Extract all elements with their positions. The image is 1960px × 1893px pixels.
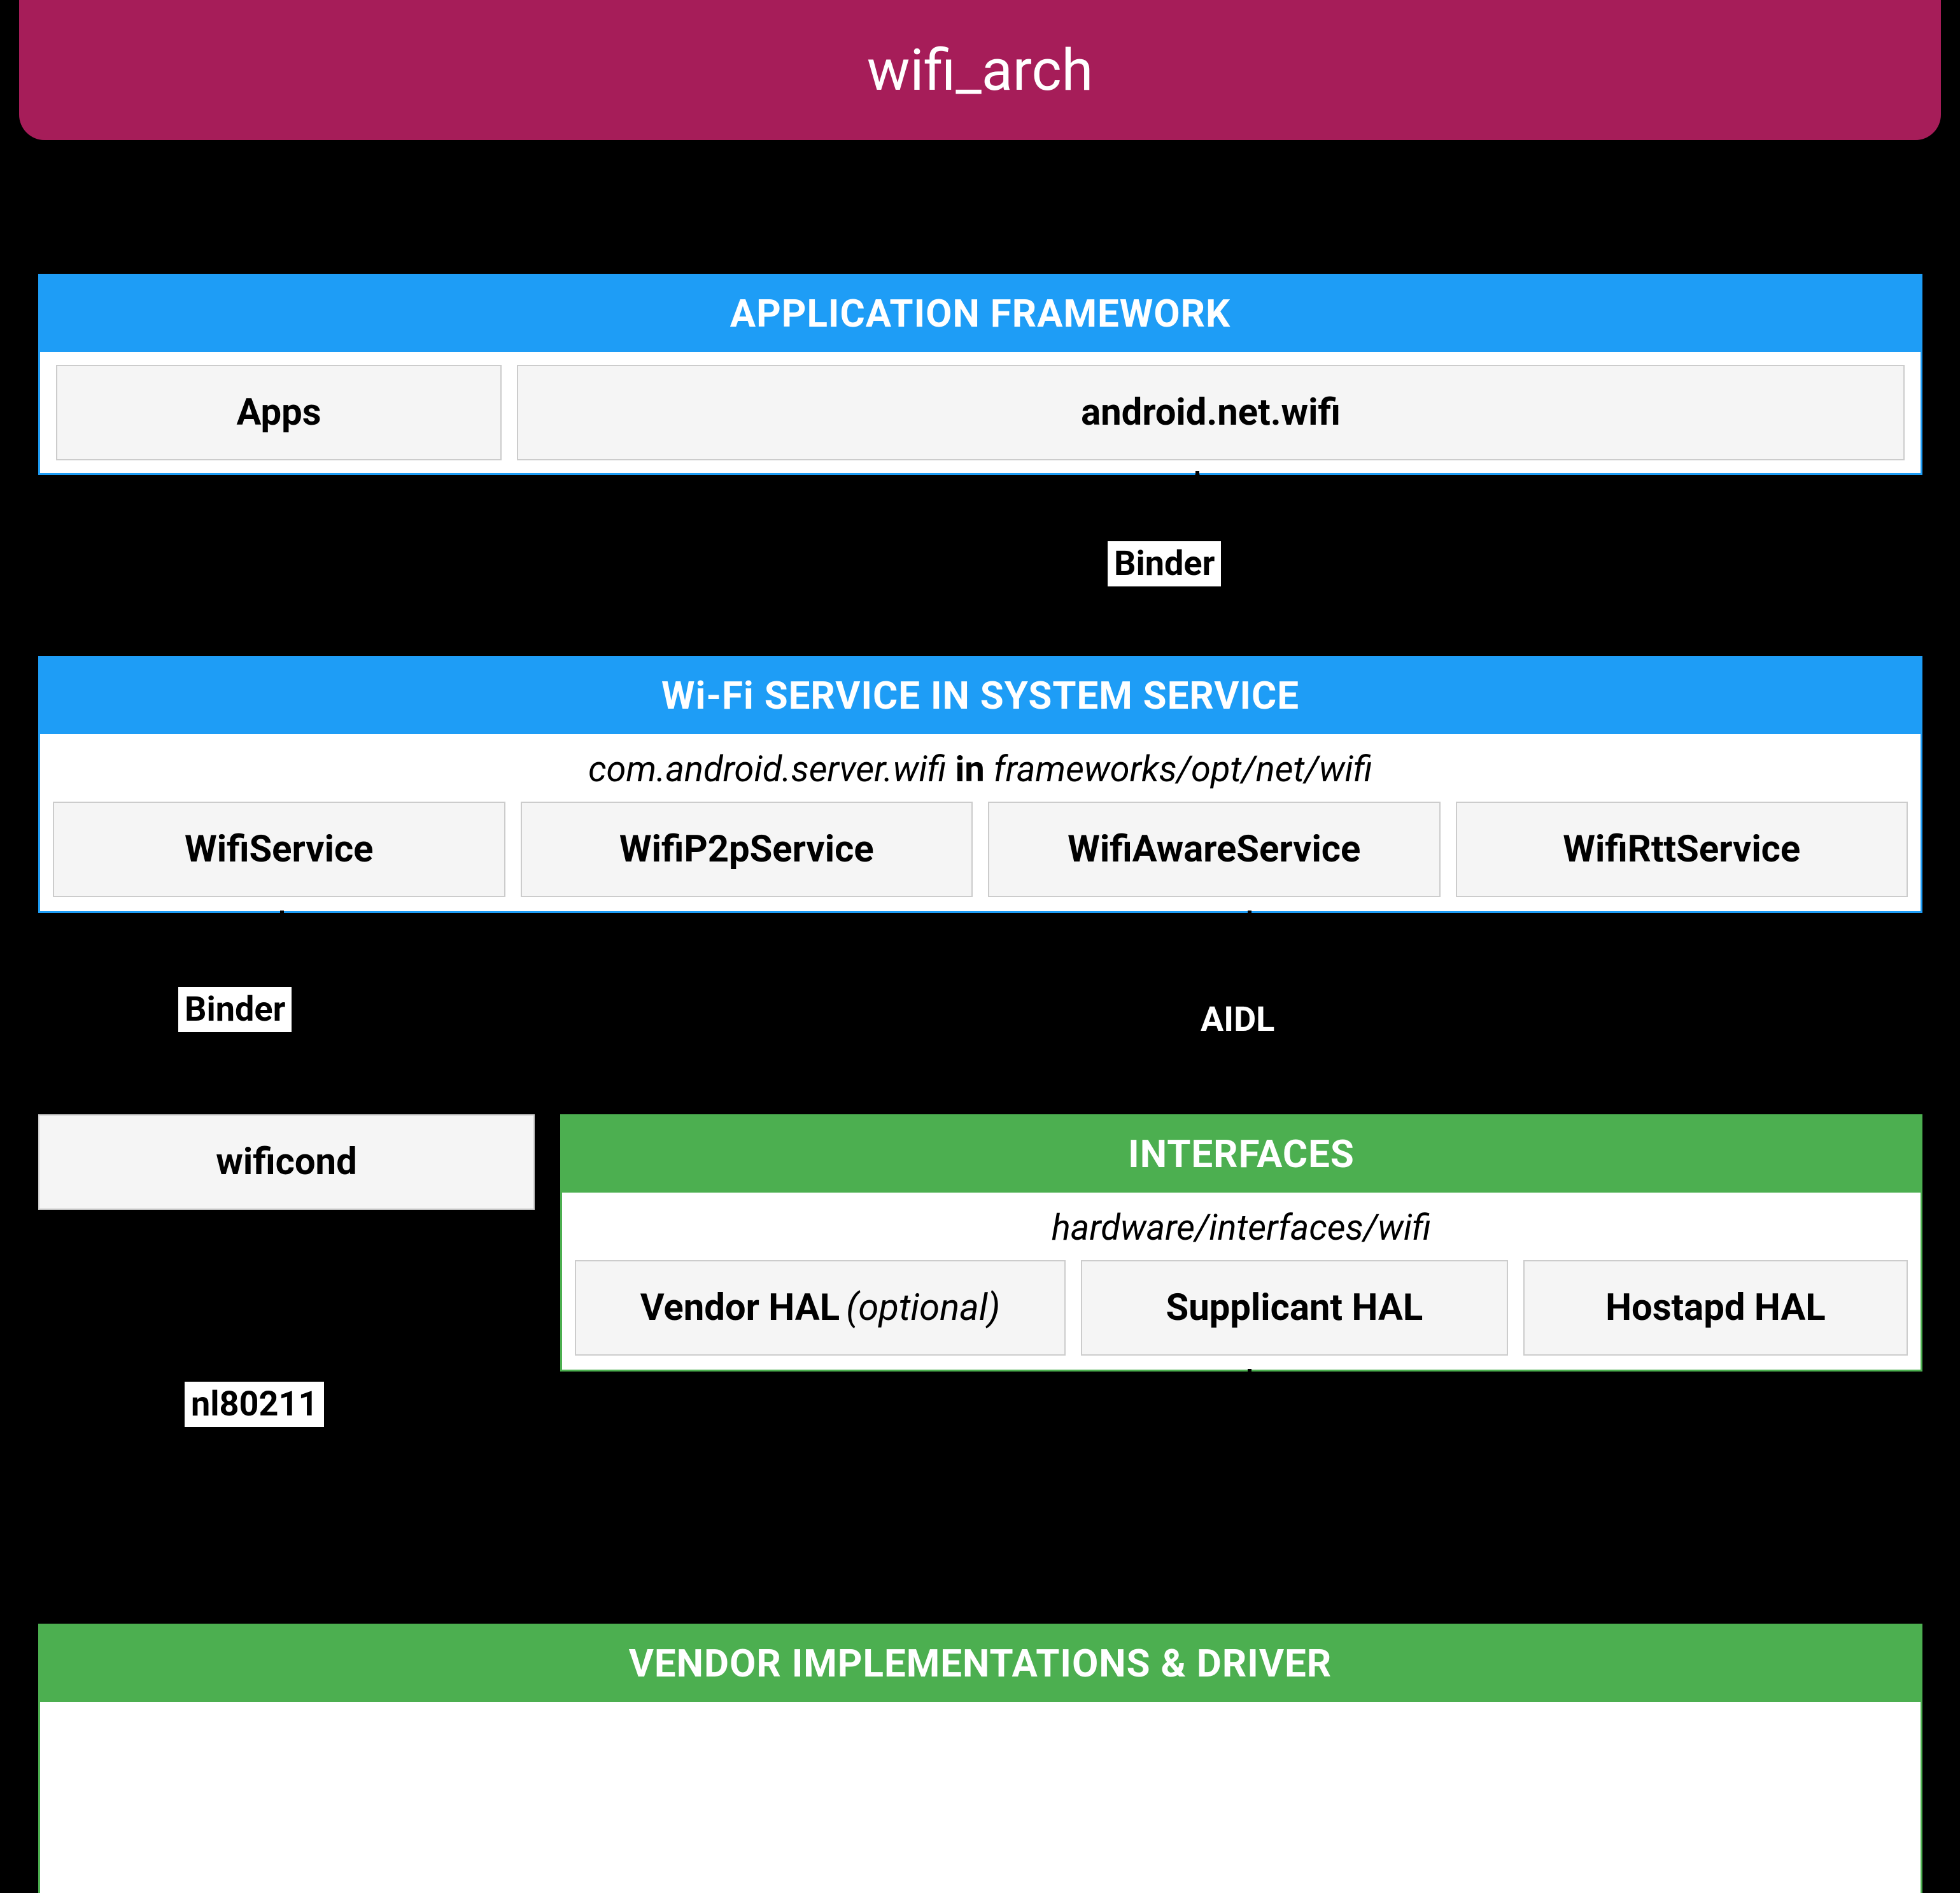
label-nl80211: nl80211 (185, 1382, 324, 1427)
vendor-hal-optional: (optional) (846, 1286, 1000, 1329)
box-wifirttservice: WifiRttService (1456, 802, 1908, 897)
wifi-service-path: frameworks/opt/net/wifi (994, 748, 1372, 790)
arrow-service-to-wificond-down (271, 1096, 293, 1114)
arrow-interfaces-to-vendor-down (1238, 1606, 1261, 1624)
app-framework-header: APPLICATION FRAMEWORK (40, 276, 1921, 352)
interfaces-header: INTERFACES (562, 1116, 1921, 1193)
box-wificond: wificond (38, 1114, 535, 1210)
box-wifip2pservice: WifiP2pService (521, 802, 973, 897)
box-wifiservice: WifiService (53, 802, 505, 897)
wifi-service-subtitle: com.android.server.wifi in frameworks/op… (53, 748, 1908, 790)
title-text: wifi_arch (867, 37, 1093, 104)
layer-app-framework: APPLICATION FRAMEWORK Apps android.net.w… (38, 274, 1922, 475)
wifi-service-in: in (947, 748, 994, 790)
label-binder-2: Binder (178, 987, 292, 1032)
arrow-service-to-interfaces-down (1238, 1096, 1261, 1114)
arrow-wificond-to-vendor-down (271, 1606, 293, 1624)
arrow-interfaces-to-vendor (1248, 1369, 1251, 1624)
vendor-hal-text: Vendor HAL (640, 1286, 840, 1329)
vendor-impl-header: VENDOR IMPLEMENTATIONS & DRIVER (40, 1626, 1921, 1702)
box-android-net-wifi: android.net.wifi (517, 365, 1905, 460)
box-vendor-hal: Vendor HAL (optional) (575, 1260, 1066, 1356)
title-bar: wifi_arch (19, 0, 1941, 140)
box-supplicant-hal: Supplicant HAL (1081, 1260, 1508, 1356)
wifi-service-header: Wi-Fi SERVICE IN SYSTEM SERVICE (40, 658, 1921, 734)
label-binder-1: Binder (1108, 541, 1221, 586)
arrow-wificond-to-vendor-up (271, 1210, 293, 1228)
layer-vendor-impl: VENDOR IMPLEMENTATIONS & DRIVER (38, 1624, 1922, 1893)
arrow-app-to-service-head-down (1186, 638, 1209, 656)
layer-wifi-service: Wi-Fi SERVICE IN SYSTEM SERVICE com.andr… (38, 656, 1922, 913)
layer-interfaces: INTERFACES hardware/interfaces/wifi Vend… (560, 1114, 1922, 1372)
arrow-interfaces-to-vendor-up (1238, 1369, 1261, 1387)
arrow-service-to-wificond-up (271, 911, 293, 928)
wifi-service-pkg: com.android.server.wifi (588, 748, 947, 790)
arrow-service-to-interfaces-up (1238, 911, 1261, 928)
box-hostapd-hal: Hostapd HAL (1523, 1260, 1908, 1356)
box-apps: Apps (56, 365, 502, 460)
label-aidl: AIDL (1197, 1000, 1278, 1040)
interfaces-subtitle: hardware/interfaces/wifi (575, 1207, 1908, 1249)
arrow-app-to-service-head-up (1186, 471, 1209, 489)
box-wifiawareservice: WifiAwareService (988, 802, 1441, 897)
